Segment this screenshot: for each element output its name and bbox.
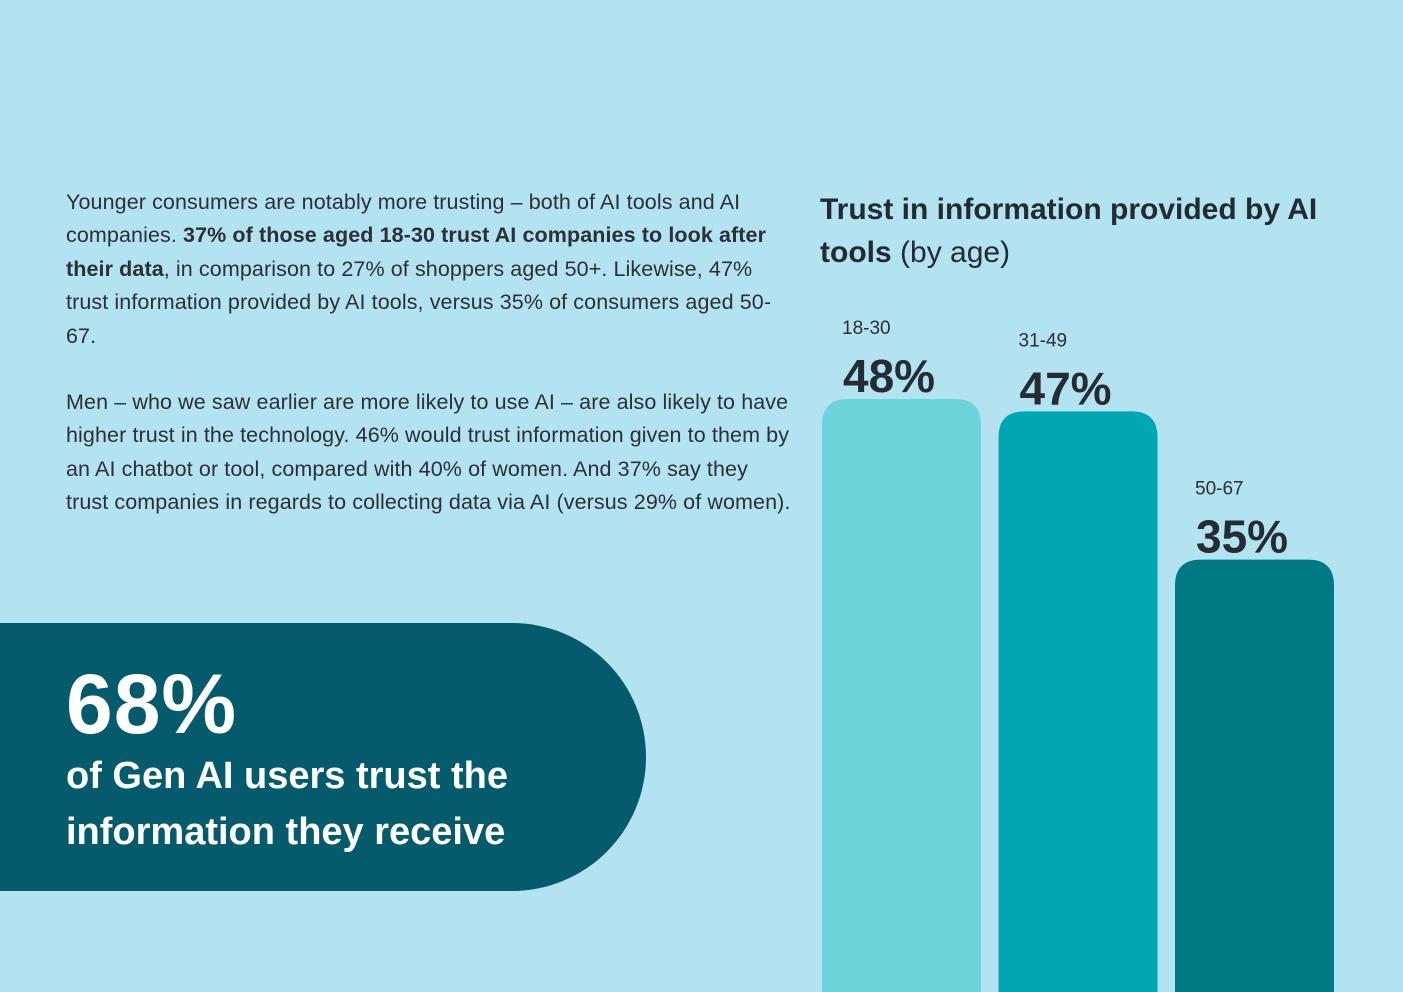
value-label-31-49: 47% [1020, 362, 1112, 414]
intro-paragraph: Younger consumers are notably more trust… [66, 186, 791, 353]
intro-text-end: , in comparison to 27% of shoppers aged … [66, 256, 772, 348]
chart-title: Trust in information provided by AI tool… [820, 188, 1380, 274]
category-label-31-49: 31-49 [1019, 330, 1068, 351]
highlight-stat-value: 68% [66, 657, 238, 751]
bar-50-67 [1175, 559, 1334, 992]
value-label-50-67: 35% [1196, 511, 1288, 563]
bar-31-49 [998, 411, 1158, 992]
gender-paragraph: Men – who we saw earlier are more likely… [66, 390, 791, 515]
highlight-stat-caption: of Gen AI users trust the information th… [66, 755, 508, 853]
value-label-18-30: 48% [843, 350, 935, 402]
chart-title-main: Trust in information provided by AI tool… [820, 193, 1318, 269]
intro-text-start: Younger consumers are notably more trust… [66, 190, 741, 248]
intro-text-highlight: 37% of those aged 18-30 trust AI compani… [66, 223, 767, 281]
chart-title-suffix: (by age) [900, 236, 1011, 269]
highlight-stat-panel [0, 623, 646, 891]
category-label-18-30: 18-30 [842, 318, 891, 339]
category-label-50-67: 50-67 [1195, 479, 1244, 500]
bar-18-30 [822, 399, 981, 992]
